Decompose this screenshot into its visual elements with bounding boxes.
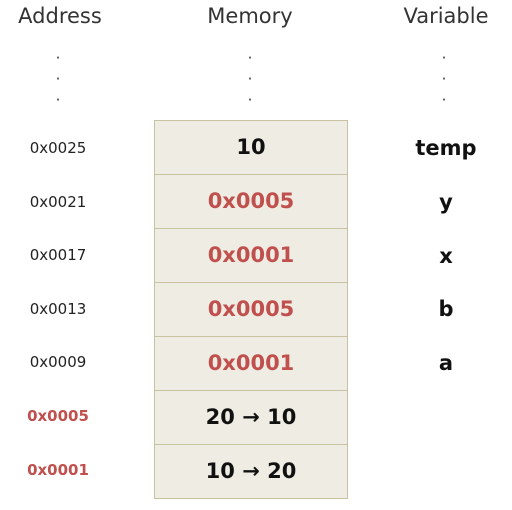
memory-cell-0x0005: 20 → 10: [155, 391, 347, 445]
memory-cell-a: 0x0001: [155, 337, 347, 391]
address-label-highlighted: 0x0001: [27, 461, 89, 479]
variable-label: x: [439, 244, 453, 268]
variable-label: a: [438, 351, 454, 375]
memory-cell-0x0001: 10 → 20: [205, 459, 297, 483]
memory-column: 10 0x0005 0x0001 0x0005 0x0001 20 → 10 1…: [154, 120, 348, 499]
address-ellipsis: · · ·: [55, 49, 61, 109]
variable-label: y: [439, 190, 453, 214]
address-label: 0x0013: [29, 300, 87, 318]
memory-cell-x: 0x0001: [155, 229, 347, 283]
address-label: 0x0017: [29, 246, 87, 264]
memory-cell-y: 0x0005: [155, 175, 347, 229]
memory-header: Memory: [207, 4, 293, 28]
address-label-highlighted: 0x0005: [27, 407, 89, 425]
address-label: 0x0025: [29, 139, 87, 157]
memory-ellipsis: · · ·: [247, 49, 253, 109]
memory-cell-temp: 10: [155, 121, 347, 175]
variable-label: b: [438, 297, 454, 321]
memory-cell-b: 0x0005: [155, 283, 347, 337]
address-label: 0x0021: [29, 193, 87, 211]
variable-ellipsis: · · ·: [441, 49, 447, 109]
address-label: 0x0009: [29, 353, 87, 371]
address-header: Address: [18, 4, 102, 28]
variable-header: Variable: [403, 4, 489, 28]
variable-label: temp: [415, 136, 477, 160]
